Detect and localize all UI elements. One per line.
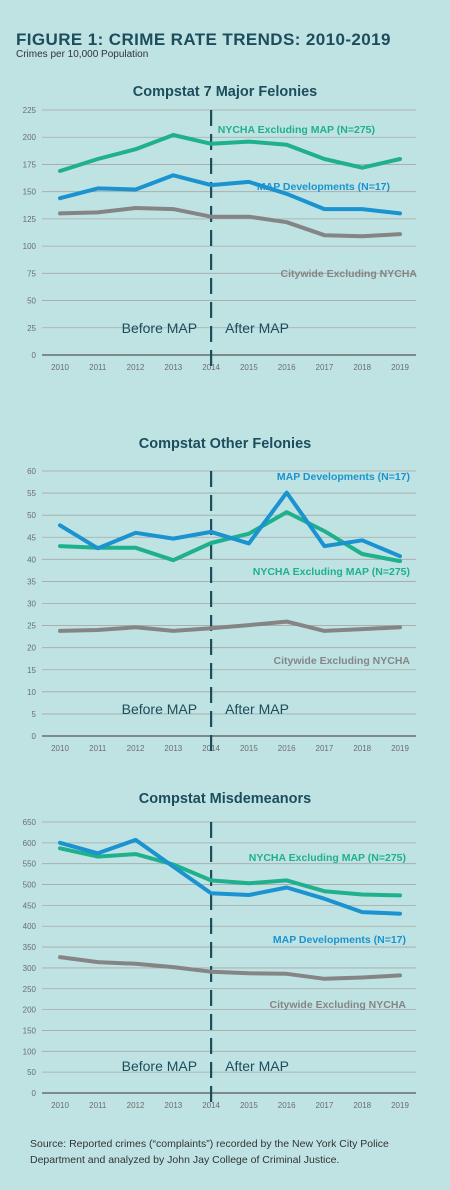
y-tick-label: 550 (23, 860, 37, 869)
before-map-label: Before MAP (122, 701, 197, 717)
series-line-citywide (58, 619, 402, 633)
y-tick-label: 175 (23, 160, 37, 169)
y-tick-label: 5 (32, 710, 37, 719)
x-tick-label: 2016 (278, 744, 296, 753)
y-tick-label: 200 (23, 133, 37, 142)
y-tick-label: 35 (27, 577, 36, 586)
y-tick-label: 55 (27, 489, 36, 498)
y-tick-label: 25 (27, 622, 36, 631)
before-map-label: Before MAP (122, 1058, 197, 1074)
chart-misdemeanors: 0 50 100 150 200 250 300 350 400 450 500 550 600 650 2… (23, 818, 416, 1110)
y-tick-label: 100 (23, 1047, 37, 1056)
series-line-map (58, 837, 402, 916)
x-tick-label: 2010 (51, 1101, 69, 1110)
y-tick-label: 50 (27, 511, 36, 520)
chart-other-felonies: 0 5 10 15 20 25 30 35 40 45 50 55 60 2010 2011 2012 2013… (27, 467, 416, 754)
x-tick-label: 2016 (278, 363, 296, 372)
x-tick-label: 2011 (89, 1101, 107, 1110)
series-label-nycha: NYCHA Excluding MAP (N=275) (218, 124, 375, 136)
series-label-citywide: Citywide Excluding NYCHA (269, 999, 406, 1011)
x-tick-label: 2019 (391, 363, 409, 372)
x-tick-label: 2019 (391, 744, 409, 753)
x-tick-label: 2015 (240, 363, 258, 372)
y-tick-label: 650 (23, 818, 37, 827)
source-note: Source: Reported crimes (“complaints”) r… (30, 1138, 389, 1166)
after-map-label: After MAP (225, 320, 289, 336)
series-label-citywide: Citywide Excluding NYCHA (273, 655, 410, 667)
x-tick-label: 2014 (202, 363, 220, 372)
x-tick-label: 2015 (240, 744, 258, 753)
x-tick-label: 2015 (240, 1101, 258, 1110)
y-tick-label: 500 (23, 881, 37, 890)
y-tick-label: 15 (27, 666, 36, 675)
y-tick-label: 50 (27, 1068, 36, 1077)
chart-title-major-felonies: Compstat 7 Major Felonies (132, 84, 318, 100)
figure-title: FIGURE 1: CRIME RATE TRENDS: 2010-2019 (16, 30, 391, 49)
x-tick-label: 2012 (127, 744, 145, 753)
y-tick-label: 75 (27, 269, 36, 278)
y-tick-label: 400 (23, 922, 37, 931)
x-tick-label: 2018 (353, 363, 371, 372)
x-tick-label: 2016 (278, 1101, 296, 1110)
y-tick-label: 0 (32, 732, 37, 741)
y-tick-label: 200 (23, 1006, 37, 1015)
x-tick-label: 2011 (89, 744, 107, 753)
y-tick-label: 600 (23, 839, 37, 848)
series-label-nycha: NYCHA Excluding MAP (N=275) (249, 852, 406, 864)
y-tick-label: 125 (23, 215, 37, 224)
y-tick-label: 25 (27, 324, 36, 333)
series-label-nycha: NYCHA Excluding MAP (N=275) (253, 566, 410, 578)
series-label-map: MAP Developments (N=17) (273, 934, 406, 946)
y-tick-label: 40 (27, 555, 36, 564)
y-tick-label: 150 (23, 188, 37, 197)
y-tick-label: 60 (27, 467, 36, 476)
x-tick-label: 2013 (164, 744, 182, 753)
x-tick-label: 2017 (316, 744, 334, 753)
y-tick-label: 0 (32, 351, 37, 360)
y-tick-label: 0 (32, 1089, 37, 1098)
x-tick-label: 2014 (202, 1101, 220, 1110)
series-line-nycha (58, 846, 402, 898)
series-line-citywide (58, 206, 402, 239)
y-tick-label: 450 (23, 901, 37, 910)
figure-subtitle: Crimes per 10,000 Population (16, 49, 149, 60)
x-tick-label: 2011 (89, 363, 107, 372)
y-tick-label: 30 (27, 600, 36, 609)
x-tick-label: 2010 (51, 363, 69, 372)
x-tick-label: 2018 (353, 1101, 371, 1110)
y-tick-label: 20 (27, 644, 36, 653)
x-tick-label: 2017 (316, 363, 334, 372)
series-line-map (58, 173, 402, 216)
after-map-label: After MAP (225, 701, 289, 717)
chart-title-misdemeanors: Compstat Misdemeanors (138, 791, 312, 807)
series-label-map: MAP Developments (N=17) (257, 181, 390, 193)
series-line-citywide (58, 955, 402, 981)
y-tick-label: 10 (27, 688, 36, 697)
before-map-label: Before MAP (122, 320, 197, 336)
series-label-map: MAP Developments (N=17) (277, 471, 410, 483)
y-tick-label: 250 (23, 985, 37, 994)
x-tick-label: 2019 (391, 1101, 409, 1110)
y-tick-label: 100 (23, 242, 37, 251)
y-tick-label: 50 (27, 297, 36, 306)
y-tick-label: 150 (23, 1026, 37, 1035)
x-tick-label: 2012 (127, 363, 145, 372)
after-map-label: After MAP (225, 1058, 289, 1074)
series-line-nycha (58, 133, 402, 173)
x-tick-label: 2013 (164, 1101, 182, 1110)
y-tick-label: 45 (27, 533, 36, 542)
chart-major-felonies: 0 25 50 75 100 125 150 175 200 225 2010 2011 2012 201… (23, 106, 417, 373)
series-label-citywide: Citywide Excluding NYCHA (280, 268, 417, 280)
x-tick-label: 2013 (164, 363, 182, 372)
chart-title-other-felonies: Compstat Other Felonies (138, 436, 312, 452)
x-tick-label: 2018 (353, 744, 371, 753)
series-line-map (58, 490, 402, 559)
y-tick-label: 350 (23, 943, 37, 952)
x-tick-label: 2017 (316, 1101, 334, 1110)
x-tick-label: 2010 (51, 744, 69, 753)
x-tick-label: 2012 (127, 1101, 145, 1110)
y-tick-label: 300 (23, 964, 37, 973)
y-tick-label: 225 (23, 106, 37, 115)
